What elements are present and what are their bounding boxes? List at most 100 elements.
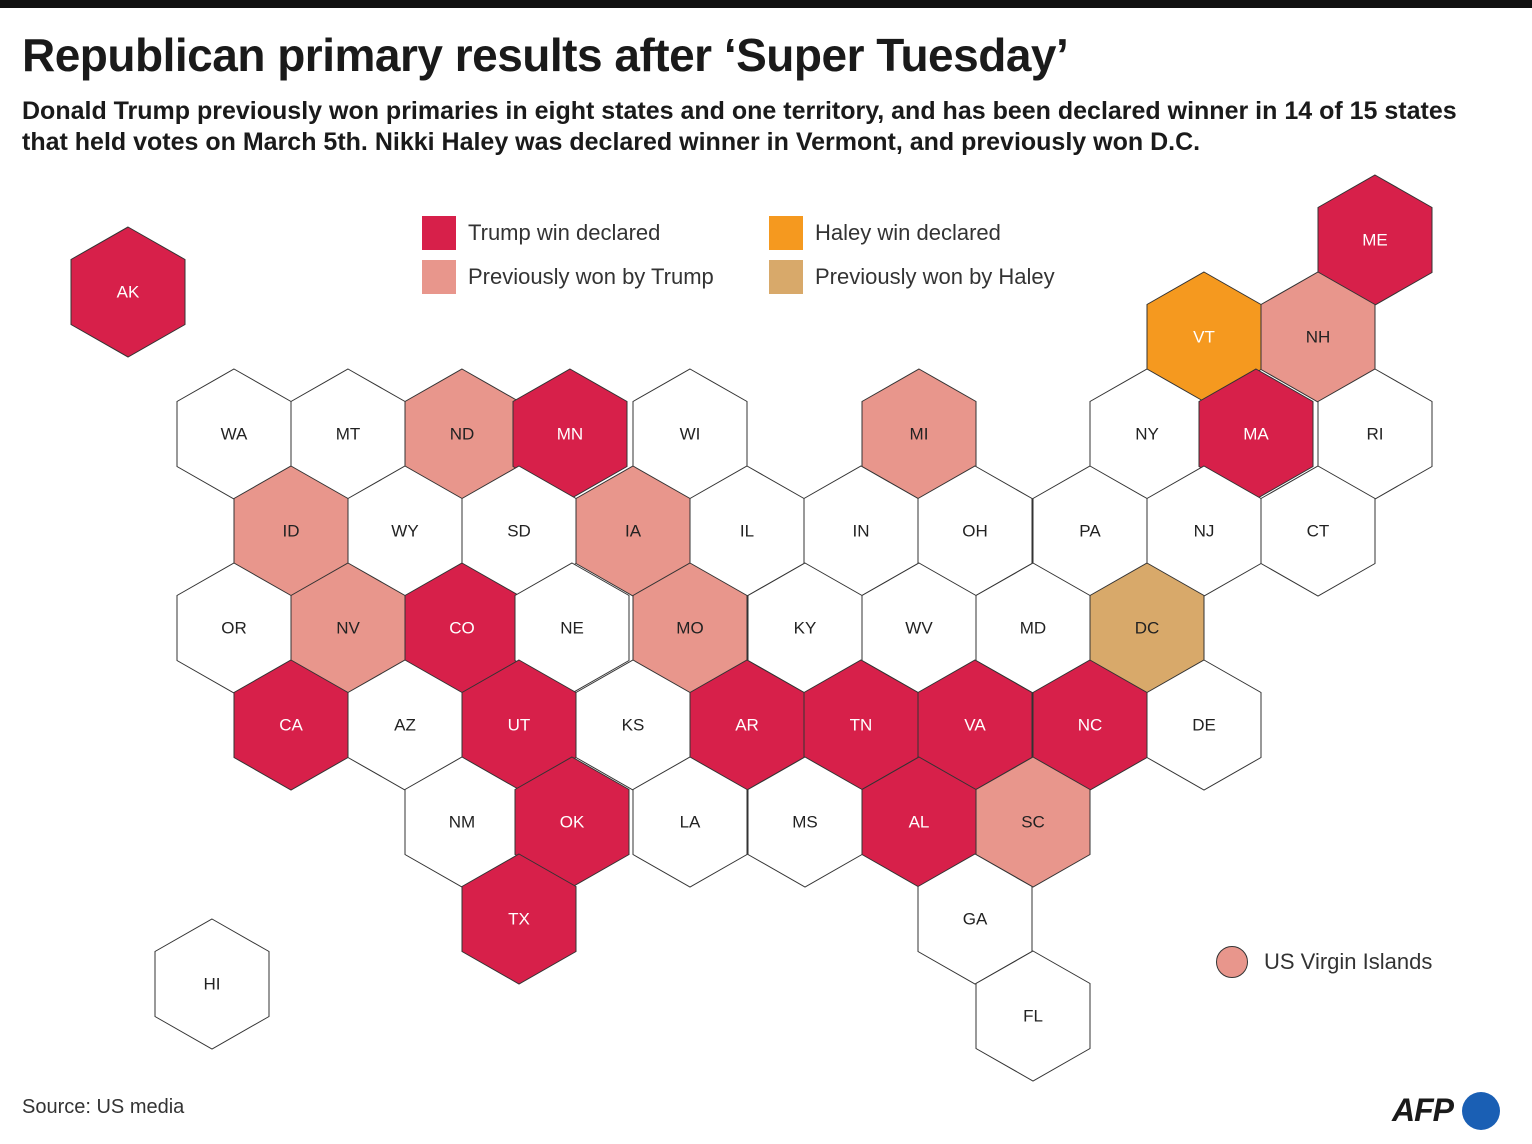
state-label-sd: SD	[507, 522, 531, 541]
state-label-ms: MS	[792, 813, 818, 832]
state-label-al: AL	[909, 813, 930, 832]
state-shape-la	[632, 756, 748, 888]
state-label-ut: UT	[508, 716, 531, 735]
state-shape-tx	[461, 853, 577, 985]
state-shape-ga	[917, 853, 1033, 985]
state-label-wi: WI	[680, 425, 701, 444]
state-hex-ks: KS	[575, 659, 691, 791]
state-label-ca: CA	[279, 716, 303, 735]
state-label-or: OR	[221, 619, 247, 638]
state-label-ga: GA	[963, 910, 988, 929]
state-shape-ct	[1260, 465, 1376, 597]
state-label-wy: WY	[391, 522, 418, 541]
state-hex-hi: HI	[154, 918, 270, 1050]
state-label-ks: KS	[622, 716, 645, 735]
state-label-tx: TX	[508, 910, 530, 929]
state-label-wa: WA	[221, 425, 248, 444]
state-label-nh: NH	[1306, 328, 1331, 347]
state-hex-mt: MT	[290, 368, 406, 500]
legend-label-haley-previous: Previously won by Haley	[815, 264, 1055, 289]
state-label-mi: MI	[910, 425, 929, 444]
state-label-ma: MA	[1243, 425, 1269, 444]
state-label-dc: DC	[1135, 619, 1160, 638]
state-hex-ri: RI	[1317, 368, 1433, 500]
state-hex-ar: AR	[689, 659, 805, 791]
chart-subtitle: Donald Trump previously won primaries in…	[22, 97, 1457, 156]
chart-title: Republican primary results after ‘Super …	[22, 29, 1069, 81]
state-label-fl: FL	[1023, 1007, 1043, 1026]
state-hex-la: LA	[632, 756, 748, 888]
afp-logo-text: AFP	[1392, 1092, 1454, 1128]
state-hex-mn: MN	[512, 368, 628, 500]
state-hex-nm: NM	[404, 756, 520, 888]
state-label-nd: ND	[450, 425, 475, 444]
state-label-ok: OK	[560, 813, 585, 832]
state-hex-nd: ND	[404, 368, 520, 500]
state-label-in: IN	[853, 522, 870, 541]
state-hex-ct: CT	[1260, 465, 1376, 597]
state-hex-ok: OK	[514, 756, 630, 888]
top-rule	[0, 0, 1532, 8]
legend-label-trump-previous: Previously won by Trump	[468, 264, 714, 289]
state-label-md: MD	[1020, 619, 1046, 638]
state-label-id: ID	[283, 522, 300, 541]
source-note: Source: US media	[22, 1096, 185, 1118]
state-label-mo: MO	[676, 619, 703, 638]
state-hex-fl: FL	[975, 950, 1091, 1082]
legend-item-haley-previous: Previously won by Haley	[769, 260, 1055, 294]
state-shape-ak	[70, 226, 186, 358]
state-label-nc: NC	[1078, 716, 1103, 735]
legend-swatch-haley-declared	[769, 216, 803, 250]
state-shape-de	[1146, 659, 1262, 791]
state-hex-mi: MI	[861, 368, 977, 500]
state-hex-tx: TX	[461, 853, 577, 985]
state-hex-ma: MA	[1198, 368, 1314, 500]
state-label-me: ME	[1362, 231, 1388, 250]
state-hex-ga: GA	[917, 853, 1033, 985]
state-label-az: AZ	[394, 716, 416, 735]
afp-logo-dot	[1462, 1092, 1500, 1130]
state-hex-ny: NY	[1089, 368, 1205, 500]
legend-swatch-haley-previous	[769, 260, 803, 294]
state-label-nv: NV	[336, 619, 360, 638]
usvi-label: US Virgin Islands	[1264, 949, 1433, 974]
state-label-ne: NE	[560, 619, 584, 638]
legend: Trump win declared Previously won by Tru…	[422, 216, 1122, 296]
state-label-nj: NJ	[1194, 522, 1215, 541]
state-label-la: LA	[680, 813, 701, 832]
usvi-marker	[1216, 946, 1248, 978]
state-label-vt: VT	[1193, 328, 1215, 347]
state-hex-al: AL	[861, 756, 977, 888]
legend-swatch-trump-declared	[422, 216, 456, 250]
legend-item-haley-declared: Haley win declared	[769, 216, 1001, 250]
state-label-ak: AK	[117, 283, 140, 302]
state-label-va: VA	[964, 716, 986, 735]
state-label-ia: IA	[625, 522, 642, 541]
state-label-il: IL	[740, 522, 754, 541]
afp-logo: AFP	[1392, 1092, 1508, 1132]
state-label-ri: RI	[1367, 425, 1384, 444]
state-label-hi: HI	[204, 975, 221, 994]
state-label-ar: AR	[735, 716, 759, 735]
state-hex-nc: NC	[1032, 659, 1148, 791]
state-shape-sc	[975, 756, 1091, 888]
state-shape-hi	[154, 918, 270, 1050]
legend-swatch-trump-previous	[422, 260, 456, 294]
state-label-wv: WV	[905, 619, 933, 638]
state-label-mn: MN	[557, 425, 583, 444]
state-label-sc: SC	[1021, 813, 1045, 832]
legend-label-trump-declared: Trump win declared	[468, 220, 661, 245]
state-label-co: CO	[449, 619, 475, 638]
state-label-mt: MT	[336, 425, 361, 444]
state-hex-de: DE	[1146, 659, 1262, 791]
state-hex-ak: AK	[70, 226, 186, 358]
state-hex-wy: WY	[347, 465, 463, 597]
state-hex-sc: SC	[975, 756, 1091, 888]
state-label-ny: NY	[1135, 425, 1159, 444]
state-label-nm: NM	[449, 813, 475, 832]
state-shape-fl	[975, 950, 1091, 1082]
state-hex-ky: KY	[747, 562, 863, 694]
state-label-ct: CT	[1307, 522, 1330, 541]
state-hex-wv: WV	[861, 562, 977, 694]
state-label-pa: PA	[1079, 522, 1101, 541]
